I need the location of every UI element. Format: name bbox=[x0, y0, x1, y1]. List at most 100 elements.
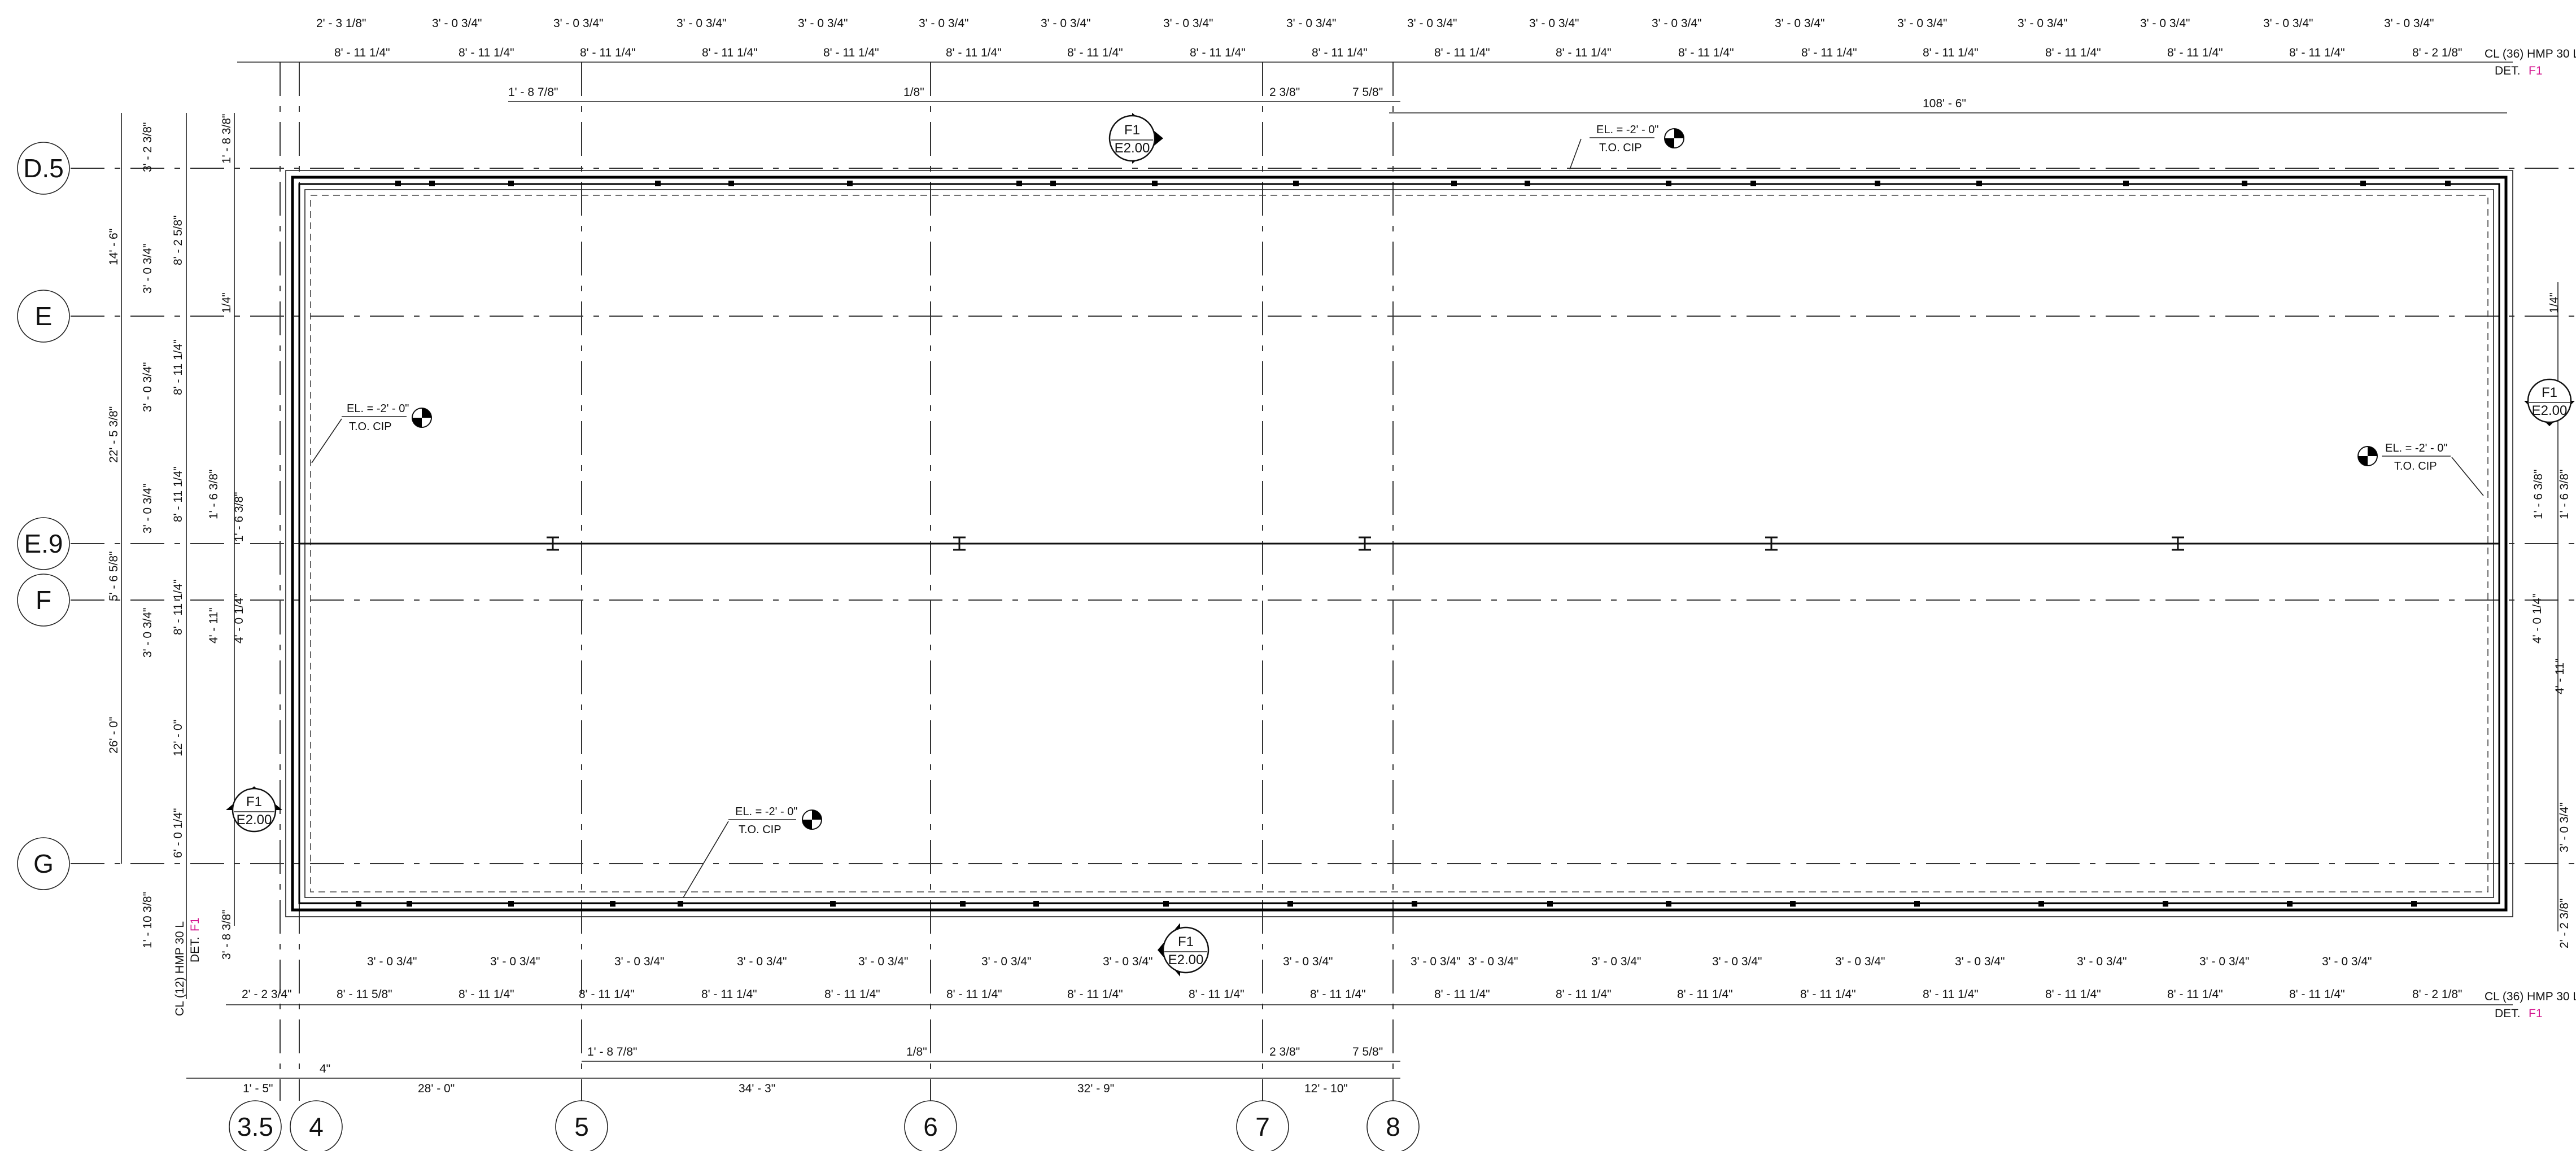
bottom-dim-r4: 4" bbox=[320, 1062, 330, 1075]
top-dim-r1: 3' - 0 3/4" bbox=[1529, 17, 1579, 30]
svg-text:E.9: E.9 bbox=[24, 529, 63, 558]
grid-bubbles-rows: D.5 E E.9 F G bbox=[17, 142, 70, 890]
top-dim-r2: 8' - 11 1/4" bbox=[1923, 46, 1979, 59]
bottom-dim-r2: 8' - 11 1/4" bbox=[2289, 988, 2345, 1001]
svg-text:G: G bbox=[33, 849, 54, 878]
bottom-dimension-text: 3' - 0 3/4" 3' - 0 3/4" 3' - 0 3/4" 3' -… bbox=[242, 955, 2576, 1095]
right-dim: 1' - 6 3/8" bbox=[2532, 469, 2545, 519]
bottom-dim-r4: 32' - 9" bbox=[1077, 1082, 1114, 1095]
left-dim-outer: 26' - 0" bbox=[107, 717, 120, 754]
svg-text:T.O. CIP: T.O. CIP bbox=[349, 421, 392, 433]
top-dim-r2: 8' - 11 1/4" bbox=[459, 46, 514, 59]
top-dim-r1: 3' - 0 3/4" bbox=[2384, 17, 2434, 30]
right-dim: 1' - 6 3/8" bbox=[2558, 469, 2571, 519]
left-dim-mid: 8' - 11 1/4" bbox=[172, 339, 185, 395]
top-dim-r2: 8' - 11 1/4" bbox=[1556, 46, 1612, 59]
left-dim-mid: 3' - 2 3/8" bbox=[141, 122, 154, 172]
beam-post-symbols bbox=[547, 536, 2184, 551]
grid-bubble-4: 4 bbox=[290, 1100, 343, 1151]
svg-text:F1: F1 bbox=[1178, 934, 1194, 949]
svg-text:F1: F1 bbox=[1124, 122, 1140, 138]
datum-symbol bbox=[1664, 128, 1684, 148]
top-dim-r1: 3' - 0 3/4" bbox=[1286, 17, 1337, 30]
det-ref-top: F1 bbox=[2529, 64, 2543, 77]
svg-text:6: 6 bbox=[923, 1112, 938, 1141]
grid-bubble-g: G bbox=[17, 837, 70, 890]
svg-text:4: 4 bbox=[309, 1112, 324, 1141]
grid-bubbles-cols: 3.5 4 5 6 7 8 bbox=[229, 1100, 1420, 1151]
bottom-dim-r1: 3' - 0 3/4" bbox=[858, 955, 909, 968]
top-dim-r1: 3' - 0 3/4" bbox=[1407, 17, 1457, 30]
bottom-dim-r1: 3' - 0 3/4" bbox=[981, 955, 1032, 968]
grid-bubble-f: F bbox=[17, 574, 70, 627]
bottom-dim-r3: 1/8" bbox=[906, 1045, 927, 1058]
top-dim-r1: 3' - 0 3/4" bbox=[1775, 17, 1825, 30]
svg-text:8: 8 bbox=[1386, 1112, 1400, 1141]
right-dim: 3' - 0 3/4" bbox=[2558, 802, 2571, 852]
bottom-dim-r1: 3' - 0 3/4" bbox=[2322, 955, 2372, 968]
svg-text:D.5: D.5 bbox=[23, 154, 64, 183]
grid-bubble-d5: D.5 bbox=[17, 142, 70, 195]
grid-bubble-e9: E.9 bbox=[17, 517, 70, 570]
svg-text:T.O. CIP: T.O. CIP bbox=[2394, 460, 2437, 472]
top-dim-r1: 2' - 3 1/8" bbox=[316, 17, 366, 30]
bottom-dim-r1: 3' - 0 3/4" bbox=[2199, 955, 2250, 968]
svg-text:EL. = -2' - 0": EL. = -2' - 0" bbox=[1596, 124, 1658, 136]
top-dim-r2: 8' - 11 1/4" bbox=[702, 46, 758, 59]
left-dim-mid: 8' - 11 1/4" bbox=[172, 579, 185, 635]
bottom-dim-r2: 8' - 11 1/4" bbox=[2045, 988, 2101, 1001]
wall-outer-line bbox=[291, 176, 2508, 912]
section-mark-top: F1 E2.00 bbox=[1108, 113, 1163, 164]
left-dimension-text: 14' - 6" 22' - 5 3/8" 5' - 6 5/8" 26' - … bbox=[107, 113, 246, 1016]
top-dim-r1: 3' - 0 3/4" bbox=[2018, 17, 2068, 30]
left-dim-mid: 3' - 0 3/4" bbox=[141, 483, 154, 533]
right-dimension-text: 1/4" 1' - 6 3/8" 1' - 6 3/8" 4' - 0 1/4"… bbox=[2531, 292, 2571, 948]
left-dim-mid: 1' - 10 3/8" bbox=[141, 892, 154, 948]
foundation-walls bbox=[285, 170, 2513, 917]
bottom-dim-r2: 8' - 11 1/4" bbox=[1310, 988, 1366, 1001]
svg-text:T.O. CIP: T.O. CIP bbox=[739, 824, 781, 836]
bottom-dim-r1: 3' - 0 3/4" bbox=[490, 955, 540, 968]
svg-text:F: F bbox=[36, 585, 51, 615]
right-dim: 4' - 11" bbox=[2553, 658, 2566, 694]
top-dim-r3: 1/8" bbox=[903, 86, 924, 99]
right-dim: 2' - 2 3/8" bbox=[2558, 898, 2571, 948]
top-dim-r2: 8' - 11 1/4" bbox=[1678, 46, 1734, 59]
datum-symbol bbox=[412, 408, 432, 428]
left-dim-inner: 4' - 11" bbox=[207, 607, 220, 644]
dimension-lines bbox=[121, 62, 2558, 1079]
top-dim-r3: 7 5/8" bbox=[1352, 86, 1383, 99]
bottom-dim-r4: 1' - 5" bbox=[243, 1082, 273, 1095]
bottom-dim-r1: 3' - 0 3/4" bbox=[1411, 955, 1461, 968]
top-dim-r2: 8' - 11 1/4" bbox=[334, 46, 390, 59]
left-dim-inner: 1' - 6 3/8" bbox=[207, 469, 220, 519]
bottom-dim-r1: 3' - 0 3/4" bbox=[1712, 955, 1762, 968]
svg-text:E2.00: E2.00 bbox=[2532, 403, 2568, 418]
svg-text:3.5: 3.5 bbox=[237, 1112, 273, 1141]
bottom-dim-r2: 8' - 11 1/4" bbox=[1556, 988, 1612, 1001]
top-dim-r2: 8' - 11 1/4" bbox=[2289, 46, 2345, 59]
bottom-dim-r1: 3' - 0 3/4" bbox=[1591, 955, 1641, 968]
left-dim-mid: 6' - 0 1/4" bbox=[172, 808, 185, 858]
left-dim-inner: 3' - 8 3/8" bbox=[220, 909, 233, 960]
bottom-dim-r2: 8' - 11 1/4" bbox=[701, 988, 757, 1001]
svg-text:F1: F1 bbox=[246, 794, 262, 809]
bottom-dim-r1: 3' - 0 3/4" bbox=[737, 955, 787, 968]
left-dim-inner: 1' - 8 3/8" bbox=[220, 113, 233, 164]
bottom-dim-r1: 3' - 0 3/4" bbox=[1955, 955, 2005, 968]
top-dim-r2: 8' - 11 1/4" bbox=[1067, 46, 1123, 59]
svg-text:E2.00: E2.00 bbox=[1168, 952, 1204, 968]
bottom-dim-r2: 8' - 11 1/4" bbox=[459, 988, 514, 1001]
top-dim-r1: 3' - 0 3/4" bbox=[1652, 17, 1702, 30]
svg-text:7: 7 bbox=[1255, 1112, 1270, 1141]
section-mark-bottom: F1 E2.00 bbox=[1158, 923, 1210, 977]
elevation-tag-top: EL. = -2' - 0" T.O. CIP bbox=[1569, 124, 1684, 170]
top-dim-r2: 8' - 11 1/4" bbox=[1801, 46, 1857, 59]
left-dim-mid: 3' - 0 3/4" bbox=[141, 362, 154, 412]
section-mark-left: F1 E2.00 bbox=[226, 786, 282, 833]
top-dim-r1: 3' - 0 3/4" bbox=[553, 17, 604, 30]
hmp-left-label: CL (12) HMP 30 L bbox=[173, 921, 186, 1016]
bottom-dim-r2: 8' - 11 1/4" bbox=[1923, 988, 1979, 1001]
bottom-dim-r1: 3' - 0 3/4" bbox=[1103, 955, 1153, 968]
top-dim-r1: 3' - 0 3/4" bbox=[798, 17, 848, 30]
